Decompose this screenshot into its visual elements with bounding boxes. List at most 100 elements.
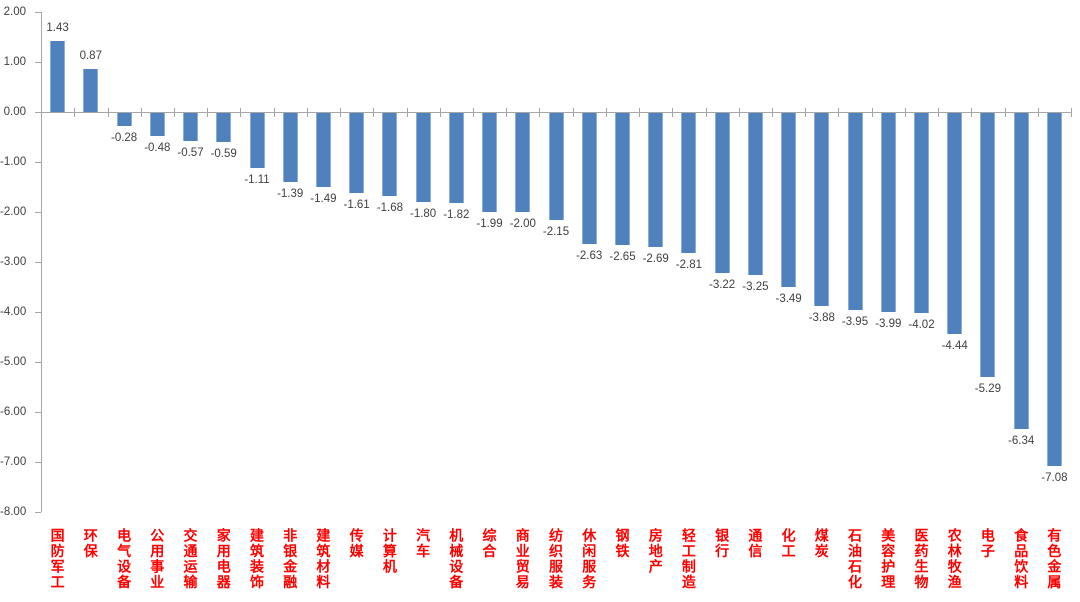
bar — [814, 112, 830, 306]
bar — [149, 112, 165, 136]
category-label: 有色金属 — [1046, 528, 1063, 590]
category-label: 综合 — [481, 528, 498, 559]
bar-value-label: -0.28 — [110, 132, 138, 144]
category-axis-tick-mark — [1071, 108, 1072, 117]
bar — [515, 112, 531, 212]
category-label: 钢铁 — [614, 528, 631, 559]
category-label: 计算机 — [381, 528, 398, 575]
category-label: 国防军工 — [49, 528, 66, 590]
bar-value-label: -0.48 — [144, 142, 171, 154]
bar-value-label: -1.39 — [277, 187, 304, 200]
category-label: 交通运输 — [182, 528, 199, 590]
y-axis-tick-mark — [35, 462, 41, 463]
category-label: 石油石化 — [847, 528, 863, 590]
bar — [249, 112, 265, 168]
bar-value-label: -3.99 — [875, 317, 902, 330]
category-label: 机械设备 — [448, 528, 465, 590]
bar — [1046, 112, 1062, 466]
bar — [50, 40, 66, 112]
bar — [581, 112, 597, 244]
bar — [548, 112, 564, 220]
y-axis-line — [41, 12, 42, 512]
y-axis-tick-mark — [35, 112, 41, 113]
category-label: 纺织服装 — [548, 528, 564, 590]
bar — [847, 112, 863, 310]
category-label: 农林牧渔 — [946, 528, 963, 590]
bar-value-label: -1.82 — [443, 209, 470, 221]
bar — [216, 112, 232, 142]
category-label: 电子 — [979, 528, 996, 559]
bar — [681, 112, 697, 253]
bar — [482, 112, 497, 212]
bar-value-label: -6.34 — [1008, 435, 1035, 447]
y-axis-tick-label: -2.00 — [0, 206, 27, 218]
bar — [116, 112, 132, 126]
bar — [980, 112, 996, 377]
bar-value-label: -2.69 — [642, 252, 669, 265]
y-axis-tick-label: -8.00 — [0, 506, 27, 518]
bar-value-label: -3.88 — [808, 312, 835, 324]
category-label: 通信 — [747, 528, 764, 559]
bar-value-label: -0.59 — [210, 147, 237, 160]
category-label: 煤炭 — [813, 528, 830, 559]
bar-value-label: -3.25 — [742, 280, 769, 293]
bar-value-label: -1.11 — [244, 173, 270, 186]
category-label: 食品饮料 — [1013, 528, 1030, 590]
y-axis-tick-label: -3.00 — [0, 256, 27, 268]
bar — [448, 112, 464, 203]
category-label: 美容护理 — [880, 528, 897, 590]
y-axis-tick-mark — [35, 262, 41, 263]
y-axis-tick-mark — [35, 12, 41, 13]
bar — [714, 112, 730, 273]
bar — [415, 112, 431, 202]
y-axis-tick-mark — [35, 412, 41, 413]
bar-value-label: -1.49 — [310, 192, 337, 205]
bar — [282, 112, 298, 182]
bar — [747, 112, 763, 275]
y-axis-tick-mark — [35, 62, 41, 63]
bar-value-label: -1.68 — [376, 202, 403, 214]
bar-value-label: -3.95 — [841, 315, 869, 328]
category-label: 非银金融 — [282, 528, 299, 590]
bar — [781, 112, 797, 287]
bar — [315, 112, 331, 187]
bar-value-label: -3.22 — [708, 279, 736, 291]
bar — [615, 112, 630, 245]
category-label: 房地产 — [647, 528, 664, 575]
category-label: 环保 — [82, 528, 99, 559]
bar — [382, 112, 398, 196]
category-label: 休闲服务 — [581, 528, 598, 590]
category-label: 公用事业 — [149, 528, 166, 590]
bar — [1013, 112, 1029, 429]
y-axis-tick-label: 0.00 — [3, 106, 26, 118]
bar — [914, 112, 929, 313]
bar-value-label: 0.87 — [79, 49, 102, 62]
bar-value-label: -1.61 — [343, 198, 370, 211]
zero-baseline — [41, 112, 1071, 113]
category-label: 建筑材料 — [315, 528, 332, 590]
category-label: 电气设备 — [116, 528, 133, 590]
category-label: 医药生物 — [913, 528, 930, 590]
y-axis-tick-label: 1.00 — [3, 56, 26, 68]
category-label: 传媒 — [348, 528, 365, 559]
bar-value-label: -1.99 — [476, 217, 503, 230]
bar — [648, 112, 664, 247]
y-axis-tick-mark — [35, 362, 41, 363]
y-axis-tick-label: -1.00 — [0, 156, 27, 168]
bar — [83, 68, 99, 112]
bar — [349, 112, 365, 193]
y-axis-tick-mark — [35, 162, 41, 163]
category-label: 建筑装饰 — [249, 528, 265, 590]
y-axis-tick-mark — [35, 212, 41, 213]
y-axis-tick-mark — [35, 512, 41, 513]
y-axis-tick-mark — [35, 312, 41, 313]
y-axis-tick-label: -4.00 — [0, 306, 27, 318]
y-axis-tick-label: -6.00 — [0, 406, 27, 418]
bar-value-label: -2.81 — [675, 258, 702, 271]
y-axis-tick-label: 2.00 — [3, 6, 26, 18]
bar-value-label: -2.65 — [609, 250, 636, 263]
bar-value-label: -7.08 — [1041, 472, 1068, 484]
y-axis-tick-label: -5.00 — [0, 356, 27, 368]
bar-value-label: -0.57 — [177, 146, 204, 159]
